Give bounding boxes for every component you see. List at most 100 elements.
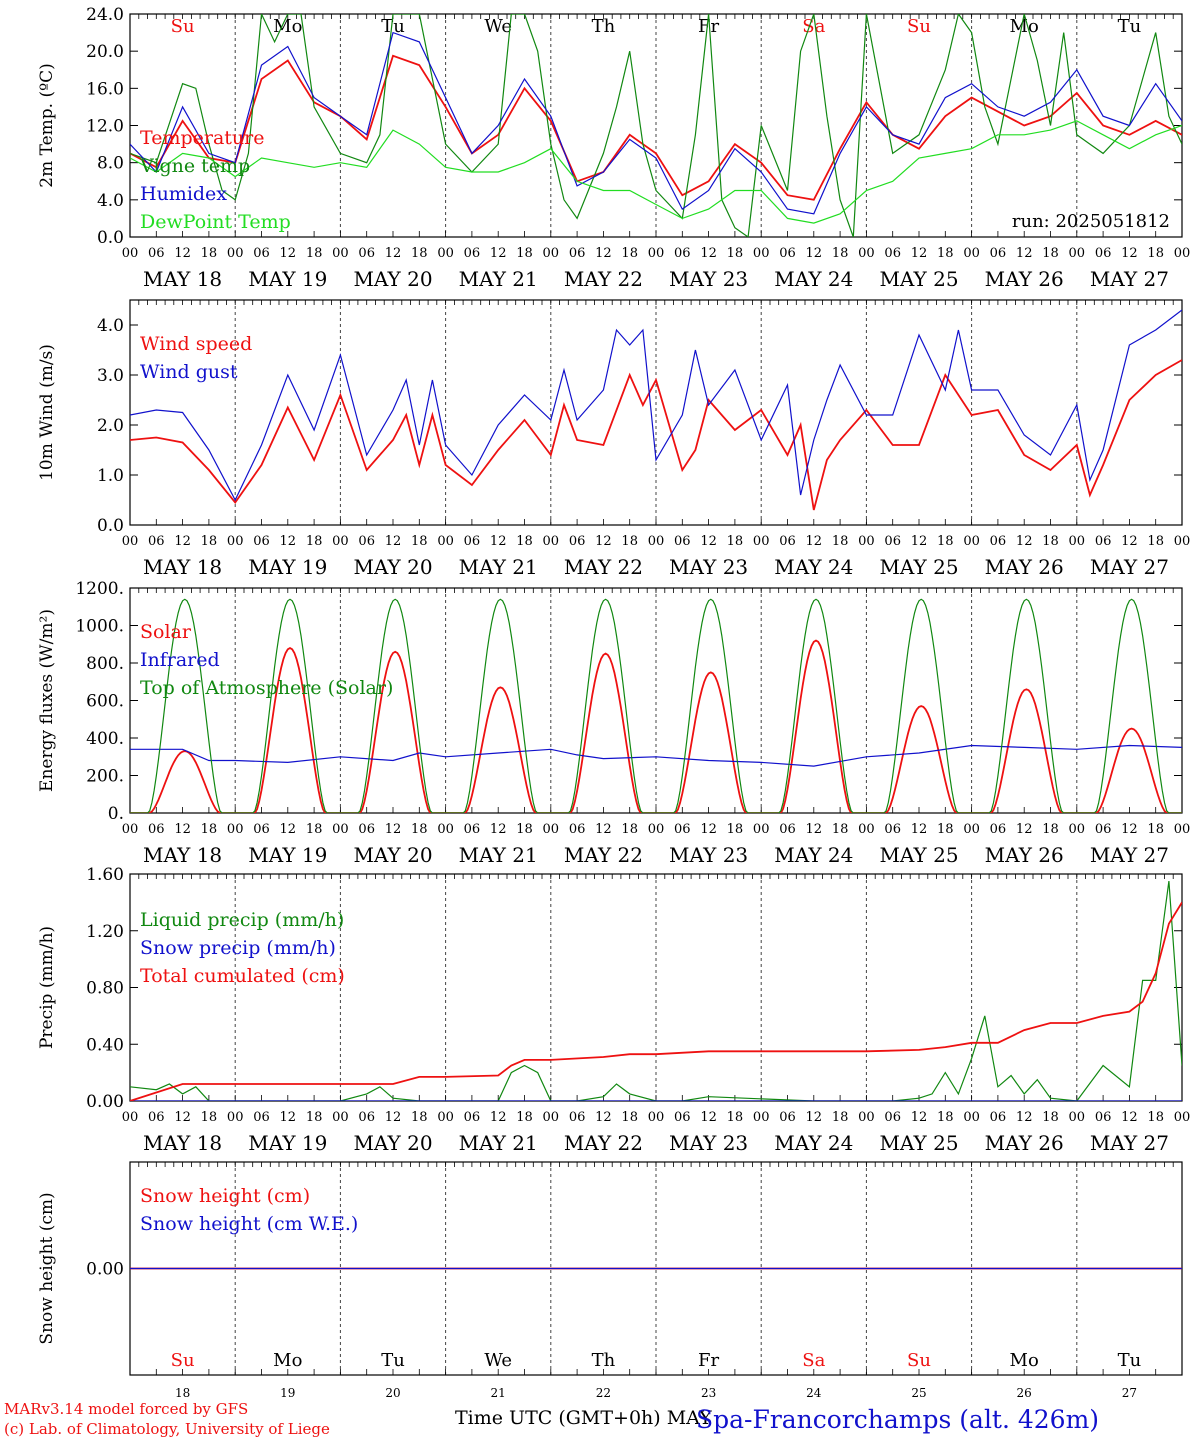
panel-1: 0.0 4.0 8.0 12.0 16.0 20.0 24.0 2m Temp. (ºC) 00… bbox=[37, 5, 1190, 291]
hour-tick-label: 18 bbox=[621, 822, 638, 837]
date-label: MAY 26 bbox=[985, 555, 1064, 579]
hour-tick-label: 18 bbox=[727, 1110, 744, 1125]
date-label: MAY 20 bbox=[353, 1131, 432, 1155]
hour-tick-label: 06 bbox=[253, 246, 270, 261]
weekday-label: Tu bbox=[1118, 16, 1142, 37]
hour-tick-label: 00 bbox=[963, 534, 980, 549]
hour-tick-label: 18 bbox=[1042, 246, 1059, 261]
legend-entry: Snow height (cm) bbox=[140, 1185, 310, 1207]
hour-tick-label: 00 bbox=[1174, 822, 1191, 837]
date-label: MAY 27 bbox=[1090, 1131, 1169, 1155]
y-tick-label: 20.0 bbox=[86, 42, 124, 62]
hour-tick-label: 06 bbox=[148, 1110, 165, 1125]
hour-tick-label: 06 bbox=[990, 534, 1007, 549]
hour-tick-label: 18 bbox=[621, 246, 638, 261]
hour-tick-label: 06 bbox=[884, 246, 901, 261]
hour-tick-label: 18 bbox=[1147, 1110, 1164, 1125]
weekday-label: Su bbox=[171, 16, 195, 37]
hour-tick-label: 18 bbox=[306, 534, 323, 549]
day-number-label: 20 bbox=[385, 1386, 400, 1400]
run-annotation: run: 2025051812 bbox=[1012, 211, 1170, 232]
y-tick-label: 800. bbox=[86, 654, 124, 674]
y-axis-label: 10m Wind (m/s) bbox=[37, 344, 57, 481]
hour-tick-label: 06 bbox=[990, 1110, 1007, 1125]
hour-tick-label: 12 bbox=[174, 534, 191, 549]
hour-tick-label: 00 bbox=[1069, 246, 1086, 261]
hour-tick-label: 12 bbox=[174, 246, 191, 261]
hour-tick-label: 00 bbox=[332, 1110, 349, 1125]
weekday-label: Mo bbox=[273, 16, 302, 37]
hour-tick-label: 12 bbox=[490, 822, 507, 837]
hour-tick-label: 06 bbox=[674, 1110, 691, 1125]
date-label: MAY 23 bbox=[669, 555, 748, 579]
hour-tick-label: 06 bbox=[569, 822, 586, 837]
hour-tick-label: 12 bbox=[280, 246, 297, 261]
hour-tick-label: 18 bbox=[306, 1110, 323, 1125]
date-label: MAY 23 bbox=[669, 267, 748, 291]
y-tick-label: 0.0 bbox=[97, 228, 124, 248]
axis-ticks bbox=[129, 300, 1183, 525]
hour-tick-label: 06 bbox=[148, 246, 165, 261]
hour-tick-label: 00 bbox=[227, 1110, 244, 1125]
y-tick-label: 1.60 bbox=[86, 865, 124, 885]
hour-tick-label: 12 bbox=[806, 1110, 823, 1125]
day-number-label: 25 bbox=[911, 1386, 926, 1400]
axis-ticks bbox=[129, 14, 1183, 237]
hour-tick-label: 00 bbox=[648, 534, 665, 549]
hour-tick-label: 18 bbox=[411, 822, 428, 837]
weekday-label: Su bbox=[907, 16, 931, 37]
hour-tick-label: 06 bbox=[148, 822, 165, 837]
hour-tick-label: 18 bbox=[937, 246, 954, 261]
legend-entry: Snow height (cm W.E.) bbox=[140, 1213, 358, 1235]
weekday-label: Su bbox=[171, 1350, 195, 1371]
series-group bbox=[130, 881, 1182, 1101]
hour-tick-label: 18 bbox=[832, 1110, 849, 1125]
series-vigne-temp bbox=[130, 14, 1182, 237]
y-tick-label: 400. bbox=[86, 729, 124, 749]
hour-tick-label: 18 bbox=[832, 246, 849, 261]
plot-frame bbox=[129, 299, 1183, 526]
day-number-label: 21 bbox=[491, 1386, 506, 1400]
date-label: MAY 18 bbox=[143, 555, 222, 579]
hour-tick-label: 12 bbox=[911, 822, 928, 837]
hour-tick-label: 06 bbox=[148, 534, 165, 549]
hour-tick-label: 18 bbox=[1147, 822, 1164, 837]
hour-tick-label: 06 bbox=[779, 534, 796, 549]
axis-ticks bbox=[129, 1162, 1183, 1375]
x-axis-label: Time UTC (GMT+0h) MAY bbox=[455, 1407, 712, 1429]
legend-entry: Infrared bbox=[140, 649, 220, 671]
hour-tick-label: 06 bbox=[464, 822, 481, 837]
hour-tick-label: 12 bbox=[490, 1110, 507, 1125]
hour-tick-label: 06 bbox=[253, 822, 270, 837]
hour-tick-label: 00 bbox=[963, 1110, 980, 1125]
hour-tick-label: 00 bbox=[963, 246, 980, 261]
hour-tick-label: 12 bbox=[280, 822, 297, 837]
footer-model: MARv3.14 model forced by GFS bbox=[4, 1400, 248, 1418]
hour-tick-label: 18 bbox=[1042, 534, 1059, 549]
hour-tick-label: 06 bbox=[1095, 246, 1112, 261]
hour-tick-label: 06 bbox=[674, 246, 691, 261]
series-solar bbox=[130, 639, 1182, 813]
date-label: MAY 25 bbox=[879, 1131, 958, 1155]
hour-tick-label: 12 bbox=[911, 534, 928, 549]
series-group bbox=[130, 309, 1182, 511]
hour-tick-label: 18 bbox=[411, 1110, 428, 1125]
hour-tick-label: 06 bbox=[358, 822, 375, 837]
hour-tick-label: 00 bbox=[122, 822, 139, 837]
hour-tick-label: 06 bbox=[674, 534, 691, 549]
hour-tick-label: 00 bbox=[543, 246, 560, 261]
series-dewpoint-temp bbox=[130, 120, 1182, 224]
hour-tick-label: 06 bbox=[464, 246, 481, 261]
series-total-cumulated-cm bbox=[130, 901, 1182, 1101]
weekday-label: Fr bbox=[698, 1350, 719, 1371]
date-label: MAY 25 bbox=[879, 555, 958, 579]
legend-entry: Liquid precip (mm/h) bbox=[140, 909, 344, 931]
hour-tick-label: 12 bbox=[911, 246, 928, 261]
series-wind-gust bbox=[130, 309, 1182, 502]
day-number-label: 24 bbox=[806, 1386, 822, 1400]
plot-frame bbox=[129, 587, 1183, 814]
hour-tick-label: 12 bbox=[1016, 534, 1033, 549]
date-label: MAY 23 bbox=[669, 843, 748, 867]
series-humidex bbox=[130, 31, 1182, 215]
